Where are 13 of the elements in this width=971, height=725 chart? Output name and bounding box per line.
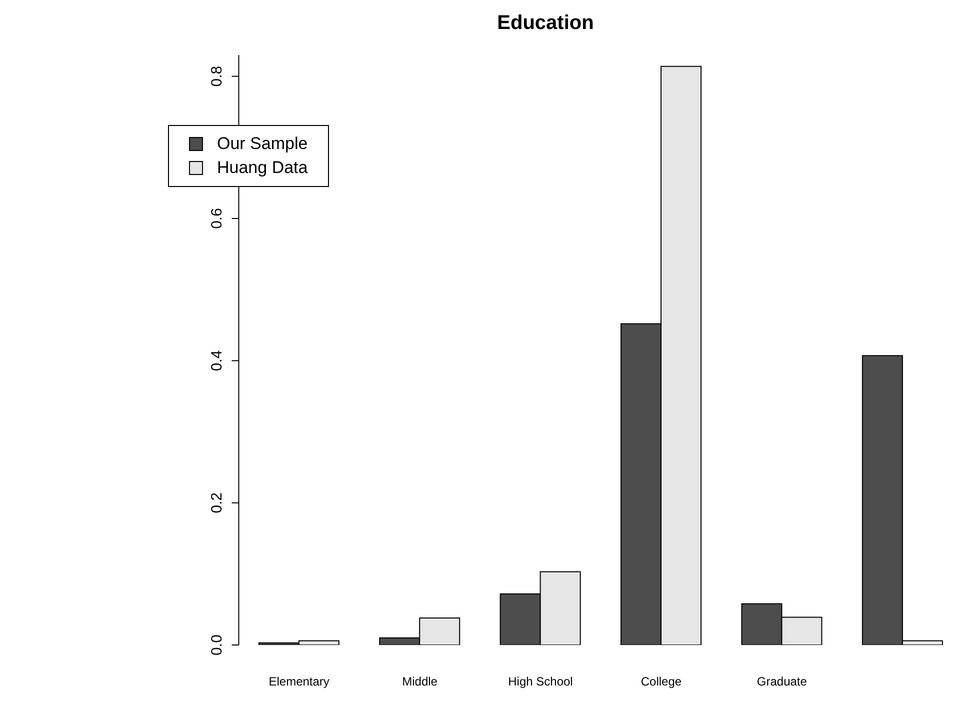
y-tick-label: 0.8: [208, 66, 226, 87]
x-tick-label: Graduate: [756, 674, 808, 689]
x-tick-label: Middle: [402, 674, 438, 689]
x-tick-label: College: [640, 674, 682, 689]
y-tick-label: 0.2: [208, 492, 226, 514]
x-tick-label: High School: [508, 674, 573, 689]
y-tick-label: 0.4: [208, 350, 226, 372]
y-tick-label: 0.0: [208, 634, 226, 656]
y-tick-label: 0.6: [208, 208, 226, 229]
legend-label: Huang Data: [217, 157, 308, 179]
x-tick-label: Elementary: [268, 674, 330, 689]
chart-title: Education: [496, 12, 595, 35]
legend-label: Our Sample: [217, 133, 308, 155]
